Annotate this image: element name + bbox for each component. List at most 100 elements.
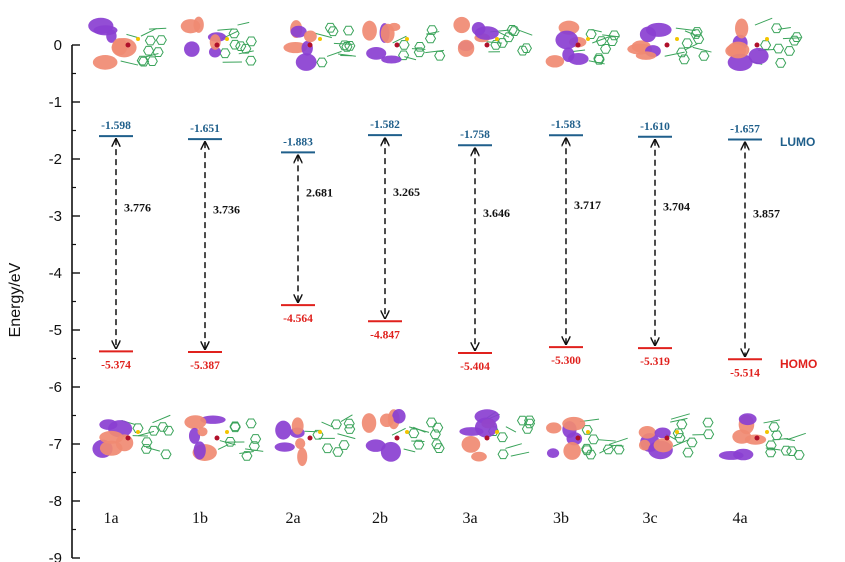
sulfur-atom: [495, 430, 499, 434]
lumo-value-label: -1.758: [460, 129, 490, 141]
metal-center: [214, 42, 220, 48]
ligand-ring: [703, 429, 715, 440]
homo-value-label: -5.300: [551, 355, 581, 367]
ligand-bond: [784, 438, 795, 442]
ligand-bond: [486, 41, 503, 44]
orbital-lobe: [546, 422, 562, 434]
ligand-bond: [787, 432, 806, 440]
ligand-ring: [760, 40, 772, 50]
ligand-ring: [160, 449, 172, 460]
ligand-bond: [425, 49, 444, 54]
ligand-ring: [324, 22, 336, 33]
lumo-value-label: -1.883: [283, 136, 313, 148]
ligand-bond: [411, 440, 425, 443]
orbital-lobe: [283, 41, 308, 54]
orbital-lobe: [366, 46, 387, 60]
homo-orbital-image: [184, 415, 264, 461]
orbital-lobe: [180, 19, 201, 34]
ligand-ring: [342, 25, 355, 36]
orbital-lobe: [197, 427, 208, 437]
ligand-bond: [392, 35, 407, 44]
gap-value-label: 3.717: [574, 198, 601, 212]
homo-orbital-image: [274, 414, 356, 467]
y-tick-label: 0: [54, 37, 62, 54]
ligand-bond: [426, 31, 440, 35]
ligand-bond: [692, 46, 712, 53]
ligand-ring: [338, 440, 350, 450]
ligand-bond: [505, 426, 517, 433]
metal-center: [307, 42, 313, 48]
molecule-label: 2a: [285, 510, 300, 527]
ligand-ring: [581, 425, 593, 435]
metal-center: [214, 435, 220, 441]
ligand-ring: [152, 47, 164, 57]
sulfur-atom: [225, 37, 229, 41]
orbital-lobe: [563, 442, 581, 460]
ligand-ring: [783, 46, 796, 56]
ligand-ring: [155, 35, 167, 45]
sulfur-atom: [675, 37, 679, 41]
orbital-lobe: [471, 22, 486, 36]
sulfur-atom: [318, 37, 322, 41]
orbital-lobe: [654, 427, 671, 439]
ligand-bond: [219, 440, 236, 446]
orbital-lobe: [638, 439, 651, 451]
ligand-bond: [391, 427, 406, 436]
ligand-ring: [413, 439, 425, 450]
ligand-bond: [245, 448, 264, 452]
y-tick-label: -8: [49, 493, 62, 510]
ligand-ring: [772, 43, 785, 54]
ligand-ring: [245, 36, 257, 47]
ligand-ring: [606, 36, 618, 46]
ligand-ring: [424, 33, 437, 44]
ligand-ring: [431, 439, 443, 450]
ligand-ring: [144, 35, 156, 46]
orbital-lobe: [461, 435, 481, 453]
ligand-bond: [148, 27, 167, 30]
ligand-ring: [490, 40, 502, 50]
ligand-bond: [321, 421, 333, 428]
orbital-lobe: [99, 430, 124, 444]
ligand-bond: [754, 17, 773, 26]
ligand-ring: [316, 57, 328, 68]
orbital-lobe: [635, 51, 657, 60]
molecule-label: 1a: [103, 510, 118, 527]
lumo-orbital-image: [283, 20, 356, 71]
ligand-ring: [330, 419, 342, 430]
sulfur-atom: [675, 430, 679, 434]
orbital-lobe: [303, 30, 317, 43]
orbital-lobe: [209, 34, 221, 50]
sulfur-atom: [225, 430, 229, 434]
orbital-lobe: [295, 438, 306, 450]
ligand-bond: [498, 31, 510, 38]
ligand-bond: [144, 52, 159, 58]
ligand-ring: [245, 55, 257, 66]
gap-value-label: 3.704: [663, 199, 690, 213]
ligand-bond: [217, 28, 234, 31]
lumo-orbital-image: [725, 17, 803, 72]
orbital-lobe: [545, 55, 565, 68]
sulfur-atom: [765, 37, 769, 41]
orbital-lobe: [297, 447, 308, 467]
ligand-ring: [520, 43, 532, 53]
ligand-ring: [138, 56, 150, 67]
metal-center: [125, 435, 131, 441]
ligand-ring: [241, 451, 253, 461]
metal-center: [484, 435, 490, 441]
ligand-ring: [219, 48, 231, 59]
orbital-lobe: [562, 47, 575, 62]
ligand-ring: [143, 45, 155, 56]
ligand-bond: [140, 28, 157, 37]
molecule-label: 3b: [553, 510, 569, 527]
ligand-bond: [152, 414, 171, 424]
ligand-bond: [411, 48, 426, 50]
metal-center: [484, 42, 490, 48]
ligand-ring: [136, 55, 148, 66]
homo-orbital-image: [638, 413, 715, 460]
ligand-ring: [593, 55, 605, 65]
ligand-ring: [681, 38, 693, 49]
orbital-lobe: [748, 47, 769, 65]
orbital-lobe: [290, 25, 307, 38]
orbital-lobe: [566, 432, 583, 446]
ligand-ring: [524, 415, 536, 426]
